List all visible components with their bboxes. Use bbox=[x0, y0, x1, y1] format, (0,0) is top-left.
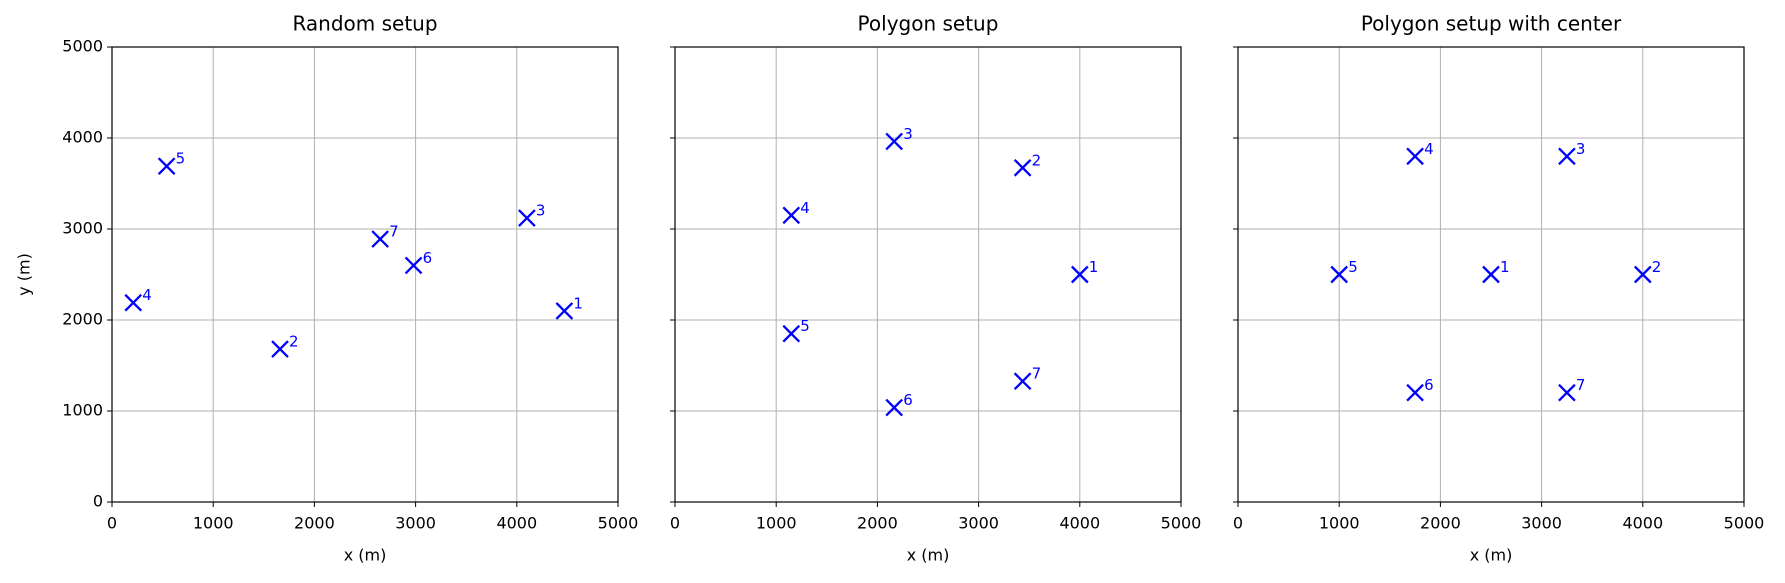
point-label: 5 bbox=[1348, 258, 1358, 276]
x-tick-label: 0 bbox=[107, 514, 117, 533]
marker bbox=[885, 398, 904, 417]
marker-stroke bbox=[1330, 265, 1349, 284]
x-tick-label: 4000 bbox=[1059, 514, 1100, 533]
marker-stroke bbox=[1070, 265, 1089, 284]
point-label: 7 bbox=[1032, 365, 1042, 383]
y-axis-label: y (m) bbox=[15, 253, 34, 296]
x-tick-label: 5000 bbox=[1161, 514, 1202, 533]
x-axis-label: x (m) bbox=[1470, 546, 1513, 565]
marker bbox=[518, 209, 536, 227]
marker-stroke bbox=[271, 340, 289, 358]
marker bbox=[1633, 265, 1652, 284]
marker bbox=[1330, 265, 1349, 284]
marker bbox=[1013, 372, 1032, 391]
y-tick-label: 3000 bbox=[62, 219, 103, 238]
marker bbox=[124, 293, 143, 312]
y-tick-label: 0 bbox=[93, 492, 103, 511]
marker-stroke bbox=[555, 302, 574, 320]
x-tick-label: 3000 bbox=[1521, 514, 1562, 533]
marker bbox=[1482, 265, 1500, 284]
marker-stroke bbox=[885, 398, 904, 417]
marker-stroke bbox=[782, 324, 801, 343]
y-tick-label: 2000 bbox=[62, 310, 103, 329]
axes-frame bbox=[111, 46, 619, 503]
x-tick-label: 2000 bbox=[294, 514, 335, 533]
point-label: 4 bbox=[1424, 140, 1434, 158]
marker bbox=[1558, 383, 1576, 402]
axes-frame bbox=[674, 46, 1182, 503]
marker bbox=[1070, 265, 1089, 284]
point-label: 6 bbox=[1424, 376, 1434, 394]
x-tick-label: 0 bbox=[670, 514, 680, 533]
marker bbox=[555, 302, 574, 320]
marker bbox=[1558, 147, 1576, 166]
point-label: 3 bbox=[1576, 140, 1586, 158]
point-label: 5 bbox=[176, 150, 186, 168]
chart-title: Polygon setup bbox=[858, 12, 999, 36]
marker bbox=[371, 230, 389, 248]
marker-stroke bbox=[124, 293, 143, 312]
x-tick-label: 5000 bbox=[1724, 514, 1765, 533]
point-label: 6 bbox=[423, 249, 433, 267]
point-label: 7 bbox=[389, 223, 399, 241]
x-tick-label: 3000 bbox=[395, 514, 436, 533]
marker-stroke bbox=[157, 157, 176, 176]
chart-title: Random setup bbox=[292, 12, 437, 36]
y-tick-label: 5000 bbox=[62, 37, 103, 56]
x-tick-label: 0 bbox=[1233, 514, 1243, 533]
x-axis-label: x (m) bbox=[907, 546, 950, 565]
marker-stroke bbox=[1558, 383, 1576, 402]
marker bbox=[271, 340, 289, 358]
marker-stroke bbox=[885, 132, 904, 151]
marker bbox=[1406, 147, 1424, 166]
point-label: 7 bbox=[1576, 376, 1586, 394]
x-tick-label: 2000 bbox=[857, 514, 898, 533]
y-tick-label: 4000 bbox=[62, 128, 103, 147]
marker bbox=[782, 324, 801, 343]
point-label: 5 bbox=[800, 317, 810, 335]
point-label: 2 bbox=[1652, 258, 1662, 276]
marker bbox=[1013, 158, 1032, 177]
x-tick-label: 1000 bbox=[193, 514, 234, 533]
point-label: 4 bbox=[142, 286, 152, 304]
point-label: 4 bbox=[800, 199, 810, 217]
x-tick-label: 1000 bbox=[1319, 514, 1360, 533]
marker bbox=[404, 256, 423, 275]
x-tick-label: 1000 bbox=[756, 514, 797, 533]
marker bbox=[885, 132, 904, 151]
x-tick-label: 4000 bbox=[1622, 514, 1663, 533]
marker-stroke bbox=[1406, 147, 1424, 166]
marker bbox=[782, 206, 801, 225]
y-tick-label: 1000 bbox=[62, 401, 103, 420]
marker-stroke bbox=[1406, 383, 1424, 402]
x-axis-label: x (m) bbox=[344, 546, 387, 565]
x-tick-label: 3000 bbox=[958, 514, 999, 533]
x-tick-label: 2000 bbox=[1420, 514, 1461, 533]
marker-stroke bbox=[371, 230, 389, 248]
marker bbox=[157, 157, 176, 176]
marker-stroke bbox=[404, 256, 423, 275]
point-label: 1 bbox=[1500, 258, 1510, 276]
marker-stroke bbox=[1558, 147, 1576, 166]
point-label: 6 bbox=[903, 391, 913, 409]
marker-stroke bbox=[1482, 265, 1500, 284]
point-label: 1 bbox=[573, 294, 583, 312]
point-label: 1 bbox=[1089, 258, 1099, 276]
chart-title: Polygon setup with center bbox=[1361, 12, 1622, 36]
marker-stroke bbox=[1013, 158, 1032, 177]
marker-stroke bbox=[1633, 265, 1652, 284]
x-tick-label: 4000 bbox=[496, 514, 537, 533]
x-tick-label: 5000 bbox=[598, 514, 639, 533]
axes-frame bbox=[1237, 46, 1745, 503]
marker-stroke bbox=[518, 209, 536, 227]
marker bbox=[1406, 383, 1424, 402]
point-label: 2 bbox=[289, 333, 299, 351]
point-label: 3 bbox=[536, 202, 546, 220]
point-label: 3 bbox=[903, 125, 913, 143]
marker-stroke bbox=[782, 206, 801, 225]
point-label: 2 bbox=[1032, 151, 1042, 169]
marker-stroke bbox=[1013, 372, 1032, 391]
